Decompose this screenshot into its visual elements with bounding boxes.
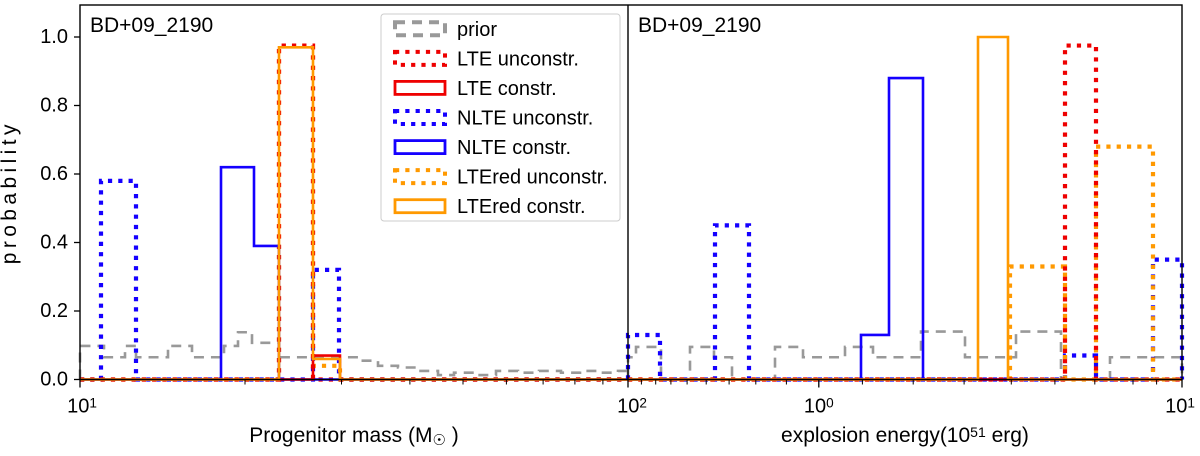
svg-text:probability: probability bbox=[0, 120, 21, 264]
svg-text:prior: prior bbox=[457, 19, 497, 41]
svg-text:0.0: 0.0 bbox=[40, 369, 68, 391]
svg-text:explosion energy(1051 erg): explosion energy(1051 erg) bbox=[781, 424, 1029, 447]
svg-text:NLTE constr.: NLTE constr. bbox=[457, 137, 571, 159]
svg-text:Progenitor mass (M☉ ): Progenitor mass (M☉ ) bbox=[249, 424, 459, 449]
svg-text:LTEred constr.: LTEred constr. bbox=[457, 196, 586, 218]
svg-text:1.0: 1.0 bbox=[40, 26, 68, 48]
svg-text:LTE unconstr.: LTE unconstr. bbox=[457, 48, 579, 70]
svg-text:BD+09_2190: BD+09_2190 bbox=[638, 14, 761, 37]
svg-text:BD+09_2190: BD+09_2190 bbox=[90, 14, 213, 37]
svg-text:0.6: 0.6 bbox=[40, 163, 68, 185]
svg-text:0.2: 0.2 bbox=[40, 300, 68, 322]
svg-text:0.8: 0.8 bbox=[40, 95, 68, 117]
svg-text:LTE constr.: LTE constr. bbox=[457, 78, 557, 100]
svg-text:0.4: 0.4 bbox=[40, 232, 68, 254]
svg-text:NLTE unconstr.: NLTE unconstr. bbox=[457, 108, 593, 130]
svg-text:LTEred unconstr.: LTEred unconstr. bbox=[457, 167, 608, 189]
